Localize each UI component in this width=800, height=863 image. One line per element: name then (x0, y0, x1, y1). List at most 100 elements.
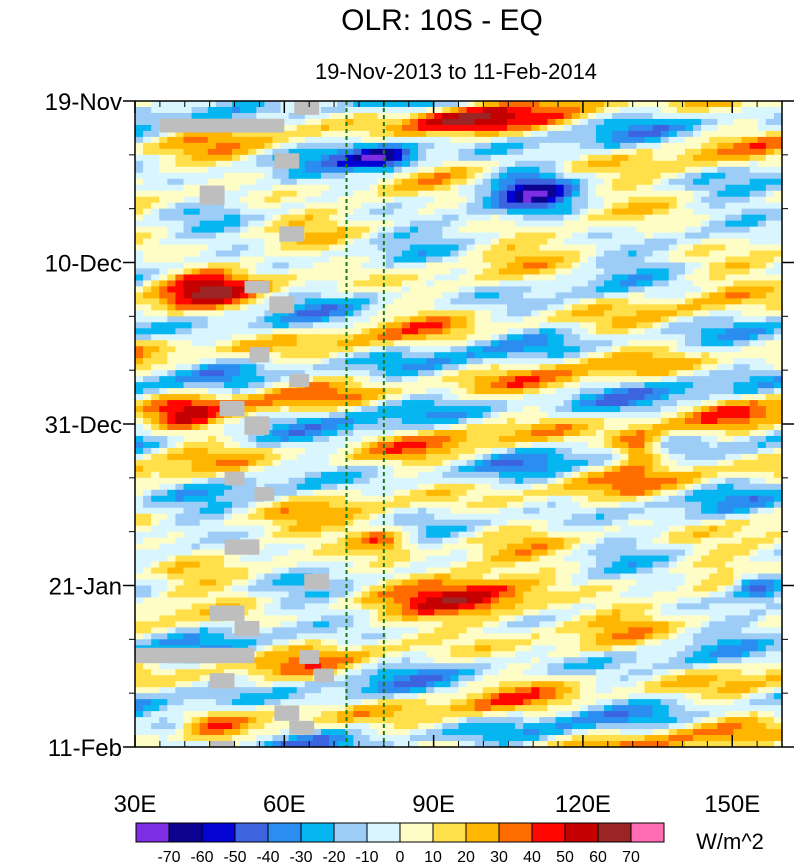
heatmap-cell (660, 172, 670, 180)
heatmap-cell (199, 346, 209, 353)
heatmap-cell (684, 238, 694, 246)
heatmap-cell (167, 346, 177, 353)
heatmap-cell (385, 465, 395, 473)
heatmap-cell (312, 124, 322, 132)
heatmap-cell (571, 322, 581, 329)
heatmap-cell (151, 418, 160, 425)
heatmap-cell (628, 274, 638, 282)
heatmap-cell (393, 412, 403, 419)
heatmap-cell (264, 190, 274, 198)
heatmap-cell (757, 172, 767, 180)
heatmap-cell (264, 364, 274, 371)
heatmap-cell (701, 304, 710, 311)
heatmap-cell (450, 352, 460, 359)
heatmap-cell (434, 328, 443, 335)
heatmap-cell (628, 184, 638, 192)
heatmap-cell (232, 142, 241, 150)
heatmap-cell (507, 268, 516, 276)
heatmap-cell (571, 298, 581, 305)
heatmap-cell (191, 214, 201, 222)
heatmap-cell (749, 208, 759, 216)
heatmap-cell (207, 418, 217, 425)
heatmap-cell (183, 214, 193, 222)
heatmap-cell (248, 316, 257, 323)
heatmap-cell (199, 424, 209, 431)
heatmap-cell (409, 214, 419, 222)
heatmap-cell (151, 435, 160, 443)
heatmap-cell (507, 346, 516, 353)
heatmap-cell (248, 148, 257, 156)
heatmap-cell (450, 364, 460, 371)
heatmap-cell (304, 256, 314, 264)
heatmap-cell (353, 298, 363, 305)
heatmap-cell (709, 172, 718, 180)
heatmap-cell (498, 130, 508, 138)
heatmap-cell (199, 280, 209, 288)
heatmap-cell (223, 465, 233, 473)
heatmap-cell (401, 172, 411, 180)
heatmap-cell (717, 262, 726, 270)
heatmap-cell (652, 268, 662, 276)
heatmap-cell (418, 106, 427, 114)
heatmap-cell (232, 352, 241, 359)
heatmap-cell (264, 256, 274, 264)
heatmap-cell (151, 154, 160, 162)
heatmap-cell (676, 172, 686, 180)
heatmap-cell (191, 190, 201, 198)
heatmap-cell (223, 364, 233, 371)
heatmap-cell (668, 280, 678, 288)
chart-title: OLR: 10S - EQ (341, 4, 543, 37)
heatmap-cell (296, 292, 306, 299)
heatmap-cell (749, 196, 759, 204)
heatmap-cell (418, 166, 427, 174)
heatmap-cell (628, 190, 638, 198)
heatmap-cell (135, 388, 144, 395)
heatmap-cell (458, 274, 468, 282)
heatmap-cell (684, 304, 694, 311)
heatmap-cell (272, 172, 282, 180)
heatmap-cell (684, 459, 694, 467)
heatmap-cell (507, 358, 516, 365)
heatmap-cell (329, 400, 338, 407)
heatmap-cell (175, 244, 185, 252)
heatmap-cell (765, 232, 775, 240)
heatmap-cell (207, 214, 217, 222)
heatmap-cell (709, 459, 718, 467)
heatmap-cell (385, 388, 395, 395)
heatmap-cell (232, 310, 241, 317)
heatmap-cell (264, 340, 274, 347)
heatmap-cell (652, 346, 662, 353)
heatmap-cell (749, 226, 759, 234)
heatmap-cell (773, 340, 783, 347)
heatmap-cell (248, 172, 257, 180)
heatmap-cell (660, 190, 670, 198)
heatmap-cell (507, 184, 516, 192)
heatmap-cell (741, 334, 751, 341)
heatmap-cell (563, 184, 573, 192)
heatmap-cell (442, 364, 452, 371)
heatmap-cell (175, 178, 185, 186)
heatmap-cell (296, 220, 306, 228)
heatmap-cell (280, 292, 290, 299)
heatmap-cell (571, 124, 581, 132)
heatmap-cell (377, 406, 387, 413)
heatmap-cell (571, 406, 581, 413)
heatmap-cell (159, 160, 168, 168)
heatmap-cell (151, 316, 160, 323)
heatmap-cell (264, 208, 274, 216)
heatmap-cell (620, 232, 629, 240)
heatmap-cell (765, 178, 775, 186)
heatmap-cell (595, 346, 605, 353)
heatmap-cell (337, 124, 346, 132)
heatmap-cell (232, 388, 241, 395)
heatmap-cell (458, 268, 468, 276)
heatmap-cell (571, 459, 581, 467)
heatmap-cell (409, 286, 419, 294)
heatmap-cell (329, 238, 338, 246)
heatmap-cell (337, 310, 346, 317)
heatmap-cell (167, 226, 177, 234)
heatmap-cell (539, 429, 549, 437)
heatmap-cell (337, 101, 346, 108)
heatmap-cell (175, 465, 185, 473)
heatmap-cell (280, 388, 290, 395)
